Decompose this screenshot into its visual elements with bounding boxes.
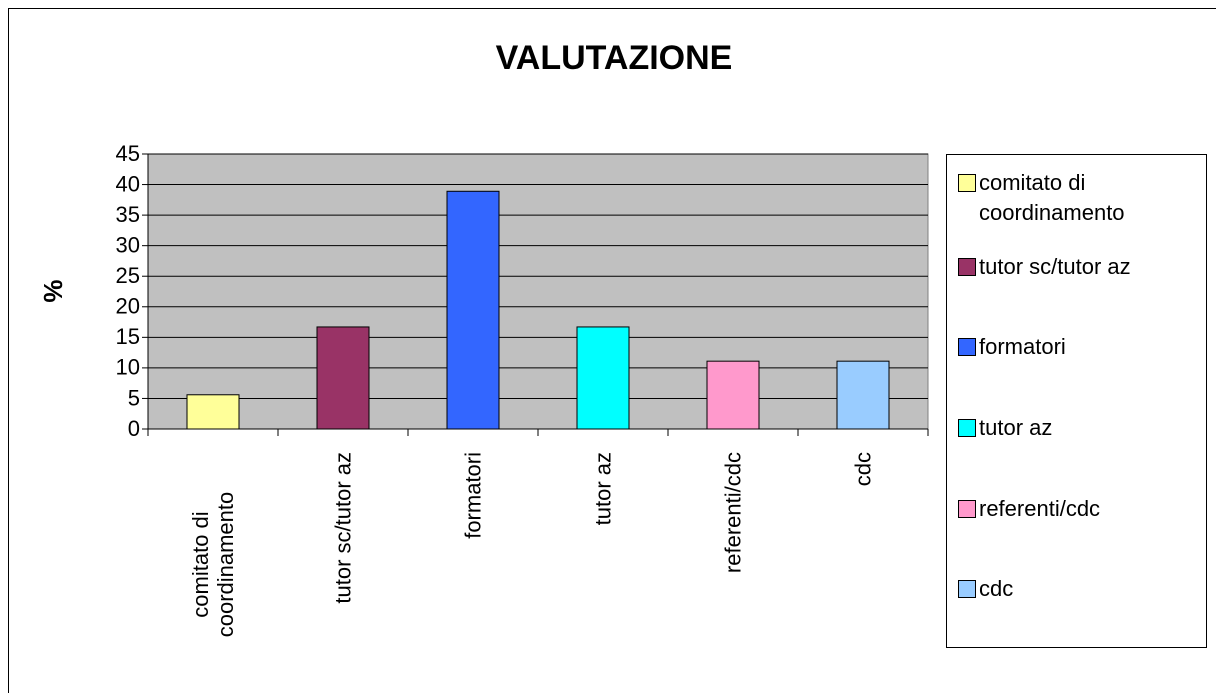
- chart-title: VALUTAZIONE: [496, 39, 733, 77]
- legend-label: referenti/cdc: [979, 496, 1101, 521]
- legend-label: formatori: [979, 334, 1066, 359]
- legend-swatch: [958, 419, 976, 437]
- y-tick-label: 15: [116, 324, 140, 349]
- y-tick-label: 25: [116, 263, 140, 288]
- bar: [446, 190, 500, 430]
- y-tick-label: 0: [128, 416, 140, 441]
- legend-label: comitato di coordinamento: [979, 170, 1125, 225]
- x-tick-label: tutor sc/tutor az: [330, 452, 356, 604]
- bar: [706, 360, 760, 430]
- x-tick-label: referenti/cdc: [720, 452, 746, 574]
- bar: [186, 394, 240, 430]
- legend-swatch: [958, 338, 976, 356]
- legend-label: tutor sc/tutor az: [979, 254, 1131, 279]
- legend-swatch: [958, 174, 976, 192]
- y-tick-label: 40: [116, 171, 140, 196]
- plot-area: [147, 153, 929, 430]
- bar: [836, 360, 890, 430]
- x-tick-label: comitato di coordinamento: [188, 491, 238, 638]
- x-tick-label: formatori: [460, 452, 486, 539]
- x-tick-label: tutor az: [590, 452, 616, 526]
- legend-box: [946, 154, 1207, 648]
- y-tick-label: 45: [116, 141, 140, 166]
- legend-swatch: [958, 258, 976, 276]
- legend-label: tutor az: [979, 415, 1053, 440]
- y-tick-label: 30: [116, 232, 140, 257]
- bar: [316, 326, 370, 430]
- chart-border: [8, 8, 1216, 693]
- y-tick-label: 5: [128, 385, 140, 410]
- y-tick-label: 20: [116, 294, 140, 319]
- legend-swatch: [958, 580, 976, 598]
- legend-label: cdc: [979, 576, 1014, 601]
- y-tick-label: 35: [116, 202, 140, 227]
- y-axis-label: %: [38, 279, 68, 302]
- bar: [576, 326, 630, 430]
- y-tick-label: 10: [116, 355, 140, 380]
- x-tick-label: cdc: [850, 452, 876, 487]
- legend-swatch: [958, 500, 976, 518]
